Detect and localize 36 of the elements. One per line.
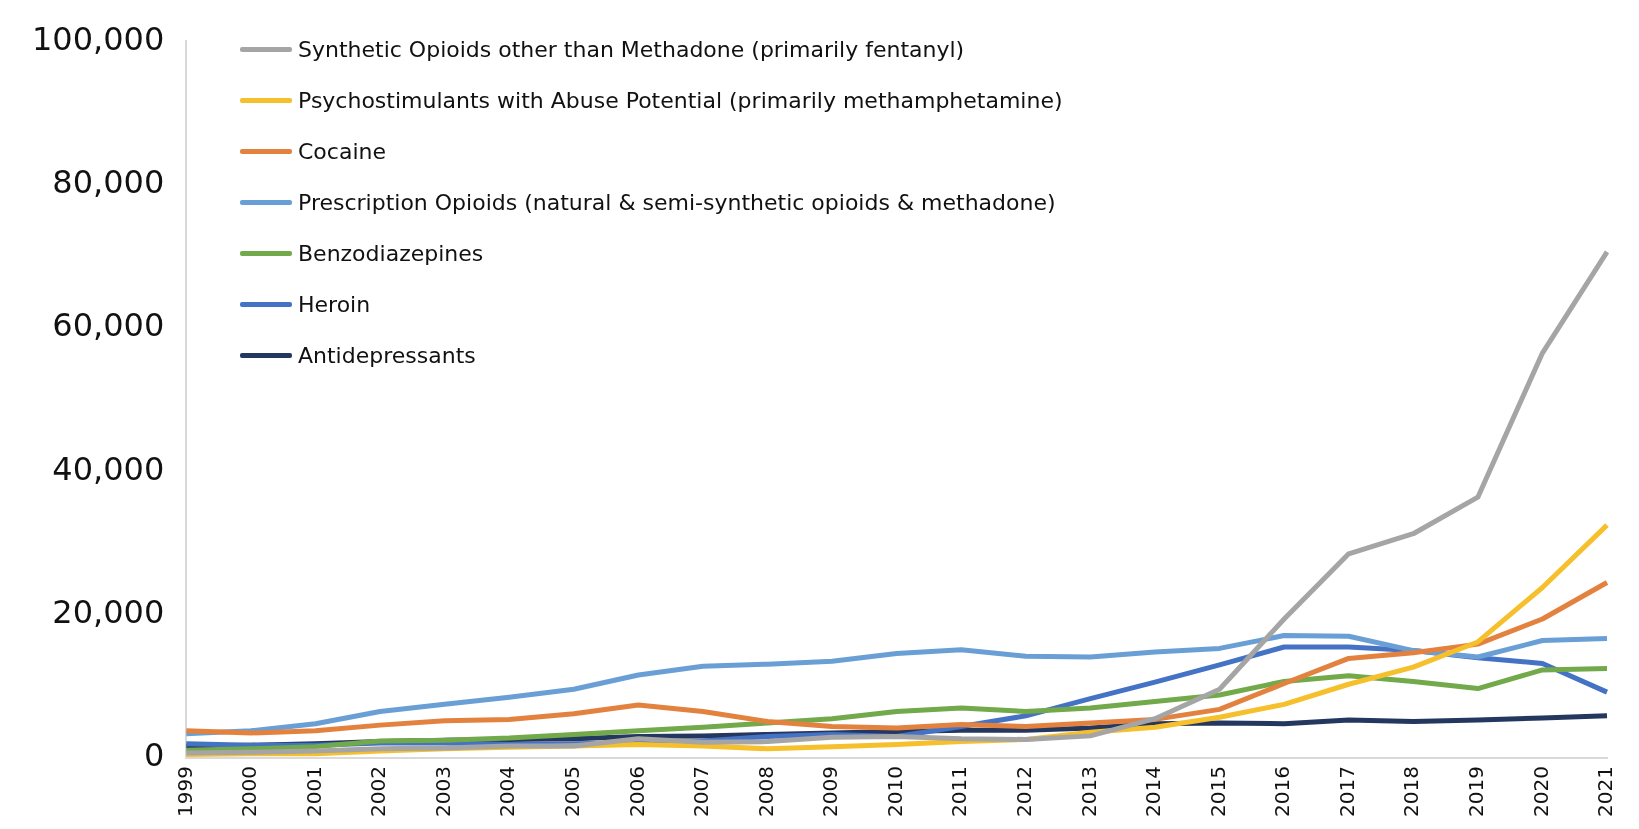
x-tick-label: 1999 <box>172 766 197 818</box>
x-tick-label: 2017 <box>1334 766 1359 818</box>
x-tick-label: 2006 <box>624 766 649 818</box>
x-tick-label: 2021 <box>1593 766 1618 818</box>
x-tick-label: 2004 <box>495 766 520 818</box>
legend-label: Cocaine <box>298 139 386 164</box>
x-tick-label: 2009 <box>818 766 843 818</box>
x-tick-label: 2010 <box>882 766 907 818</box>
x-tick-label: 2000 <box>237 766 262 818</box>
x-tick-label: 2003 <box>430 766 455 818</box>
y-tick-label: 20,000 <box>52 593 165 632</box>
x-tick-label: 2012 <box>1012 766 1037 818</box>
x-tick-label: 2007 <box>689 766 714 818</box>
legend-label: Heroin <box>298 292 371 317</box>
x-tick-label: 2015 <box>1205 766 1230 818</box>
legend-label: Psychostimulants with Abuse Potential (primarily methamphetamine) <box>298 88 1063 113</box>
x-tick-label: 2008 <box>753 766 778 818</box>
x-tick-label: 2002 <box>366 766 391 818</box>
y-tick-label: 100,000 <box>32 19 165 58</box>
legend-label: Synthetic Opioids other than Methadone (primarily fentanyl) <box>298 37 965 62</box>
x-tick-label: 2011 <box>947 766 972 818</box>
x-tick-label: 2005 <box>559 766 584 818</box>
y-tick-label: 60,000 <box>52 306 165 345</box>
x-tick-label: 2018 <box>1399 766 1424 818</box>
x-tick-label: 2001 <box>301 766 326 818</box>
legend-label: Benzodiazepines <box>298 241 484 266</box>
x-tick-label: 2020 <box>1528 766 1553 818</box>
legend-label: Prescription Opioids (natural & semi-synthetic opioids & methadone) <box>298 190 1056 215</box>
legend-label: Antidepressants <box>298 343 476 368</box>
x-tick-label: 2014 <box>1141 766 1166 818</box>
x-tick-label: 2019 <box>1464 766 1489 818</box>
x-tick-label: 2013 <box>1076 766 1101 818</box>
x-tick-label: 2016 <box>1270 766 1295 818</box>
y-tick-label: 80,000 <box>52 162 165 201</box>
y-tick-label: 40,000 <box>52 449 165 488</box>
y-tick-label: 0 <box>143 736 165 775</box>
